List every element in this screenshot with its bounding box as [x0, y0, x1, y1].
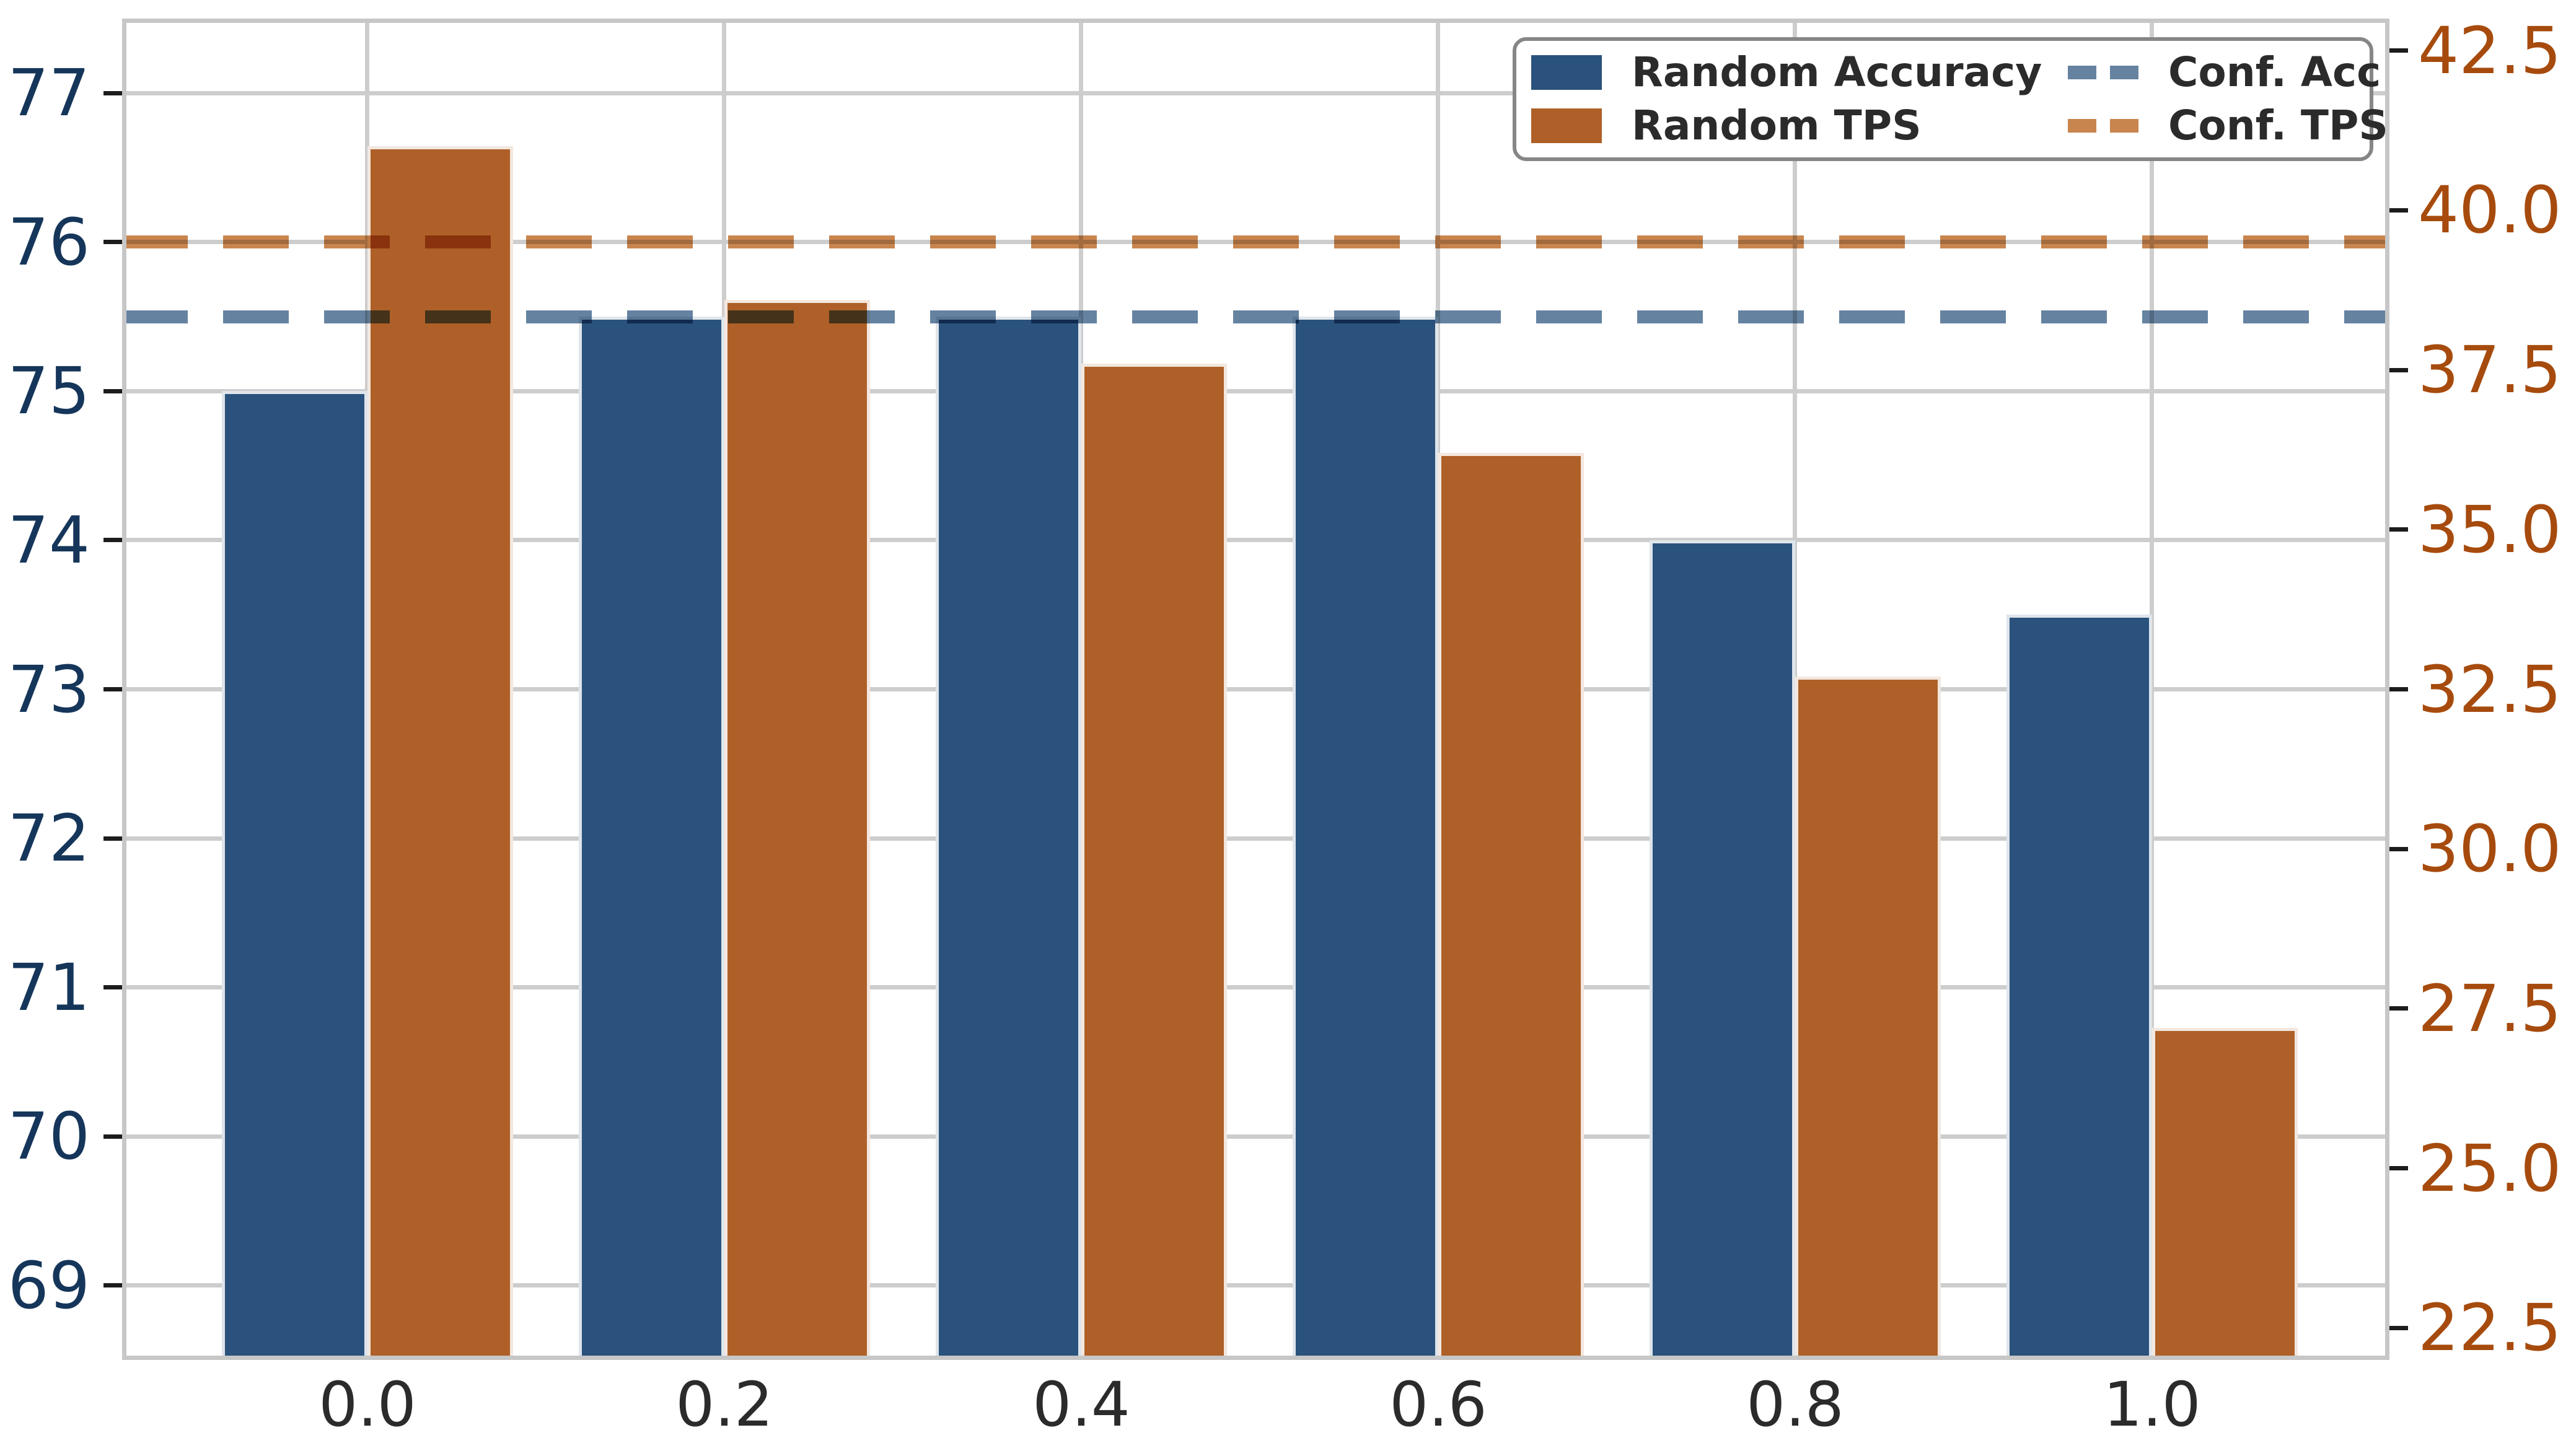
bar-random-tps-3 — [1438, 453, 1584, 1360]
right-tick-label: 22.5 — [2418, 1290, 2562, 1366]
right-tick-mark — [2389, 208, 2408, 213]
left-tick-label: 75 — [7, 353, 90, 429]
x-tick-label: 0.8 — [1746, 1369, 1844, 1441]
gridline-horizontal — [122, 836, 2389, 841]
left-tick-label: 72 — [7, 800, 90, 877]
left-tick-label: 76 — [7, 204, 90, 280]
left-tick-mark — [103, 1283, 122, 1288]
left-tick-mark — [103, 836, 122, 841]
left-tick-mark — [103, 388, 122, 393]
x-tick-label: 0.0 — [319, 1369, 416, 1441]
bar-random-accuracy-3 — [1293, 317, 1438, 1360]
right-tick-label: 30.0 — [2418, 811, 2562, 887]
refline-conf-acc — [122, 310, 2389, 323]
legend-item-random-tps: Random TPS — [1531, 105, 2068, 146]
right-tick-mark — [2389, 367, 2408, 372]
right-tick-mark — [2389, 687, 2408, 691]
right-tick-mark — [2389, 48, 2408, 53]
right-tick-mark — [2389, 1325, 2408, 1330]
gridline-horizontal — [122, 1134, 2389, 1139]
left-tick-mark — [103, 985, 122, 990]
bar-random-tps-2 — [1081, 363, 1227, 1360]
x-tick-label: 1.0 — [2103, 1369, 2201, 1441]
right-tick-label: 35.0 — [2418, 491, 2562, 568]
gridline-horizontal — [122, 687, 2389, 691]
legend-patch-icon — [1531, 108, 1602, 143]
legend-dashed-line-icon — [2068, 119, 2138, 133]
left-tick-mark — [103, 1134, 122, 1139]
bar-random-tps-5 — [2151, 1027, 2298, 1360]
left-tick-mark — [103, 90, 122, 95]
left-tick-label: 71 — [7, 949, 90, 1025]
left-tick-mark — [103, 538, 122, 543]
left-tick-mark — [103, 240, 122, 245]
bar-random-tps-0 — [367, 146, 513, 1360]
left-tick-label: 77 — [7, 55, 90, 131]
bar-random-accuracy-4 — [1650, 540, 1795, 1360]
x-tick-label: 0.2 — [675, 1369, 773, 1441]
bar-random-accuracy-2 — [936, 317, 1081, 1360]
left-tick-mark — [103, 687, 122, 691]
right-tick-mark — [2389, 1006, 2408, 1011]
legend-label: Random TPS — [1632, 102, 1922, 149]
right-tick-label: 32.5 — [2418, 651, 2562, 727]
right-tick-label: 42.5 — [2418, 12, 2562, 89]
gridline-vertical — [2150, 19, 2155, 1360]
bar-random-accuracy-0 — [222, 391, 367, 1360]
gridline-horizontal — [122, 90, 2389, 95]
legend: Random Accuracy Random TPS Conf. Acc Con… — [1513, 37, 2388, 161]
gridline-horizontal — [122, 538, 2389, 543]
left-tick-label: 69 — [7, 1247, 90, 1323]
right-tick-mark — [2389, 1166, 2408, 1171]
right-tick-label: 25.0 — [2418, 1130, 2562, 1206]
bar-random-accuracy-5 — [2006, 615, 2152, 1360]
left-tick-label: 70 — [7, 1099, 90, 1175]
legend-item-random-accuracy: Random Accuracy — [1531, 52, 2068, 93]
right-tick-label: 27.5 — [2418, 970, 2562, 1046]
bar-random-accuracy-1 — [579, 317, 724, 1360]
right-tick-label: 40.0 — [2418, 172, 2562, 248]
legend-dashed-line-icon — [2068, 66, 2138, 79]
gridline-horizontal — [122, 1283, 2389, 1288]
bar-random-tps-4 — [1795, 676, 1941, 1360]
x-tick-label: 0.6 — [1389, 1369, 1487, 1441]
legend-label: Random Accuracy — [1632, 48, 2042, 96]
left-tick-label: 73 — [7, 651, 90, 727]
bar-random-tps-1 — [724, 299, 870, 1360]
right-tick-mark — [2389, 846, 2408, 851]
refline-conf-tps — [122, 235, 2389, 249]
legend-label: Conf. TPS — [2168, 102, 2388, 149]
right-tick-label: 37.5 — [2418, 332, 2562, 408]
x-tick-label: 0.4 — [1032, 1369, 1130, 1441]
gridline-horizontal — [122, 985, 2389, 990]
legend-label: Conf. Acc — [2168, 48, 2381, 96]
legend-patch-icon — [1531, 55, 1602, 90]
gridline-horizontal — [122, 388, 2389, 393]
legend-item-conf-acc: Conf. Acc — [2068, 52, 2388, 93]
legend-item-conf-tps: Conf. TPS — [2068, 105, 2388, 146]
right-tick-mark — [2389, 527, 2408, 532]
left-tick-label: 74 — [7, 502, 90, 578]
